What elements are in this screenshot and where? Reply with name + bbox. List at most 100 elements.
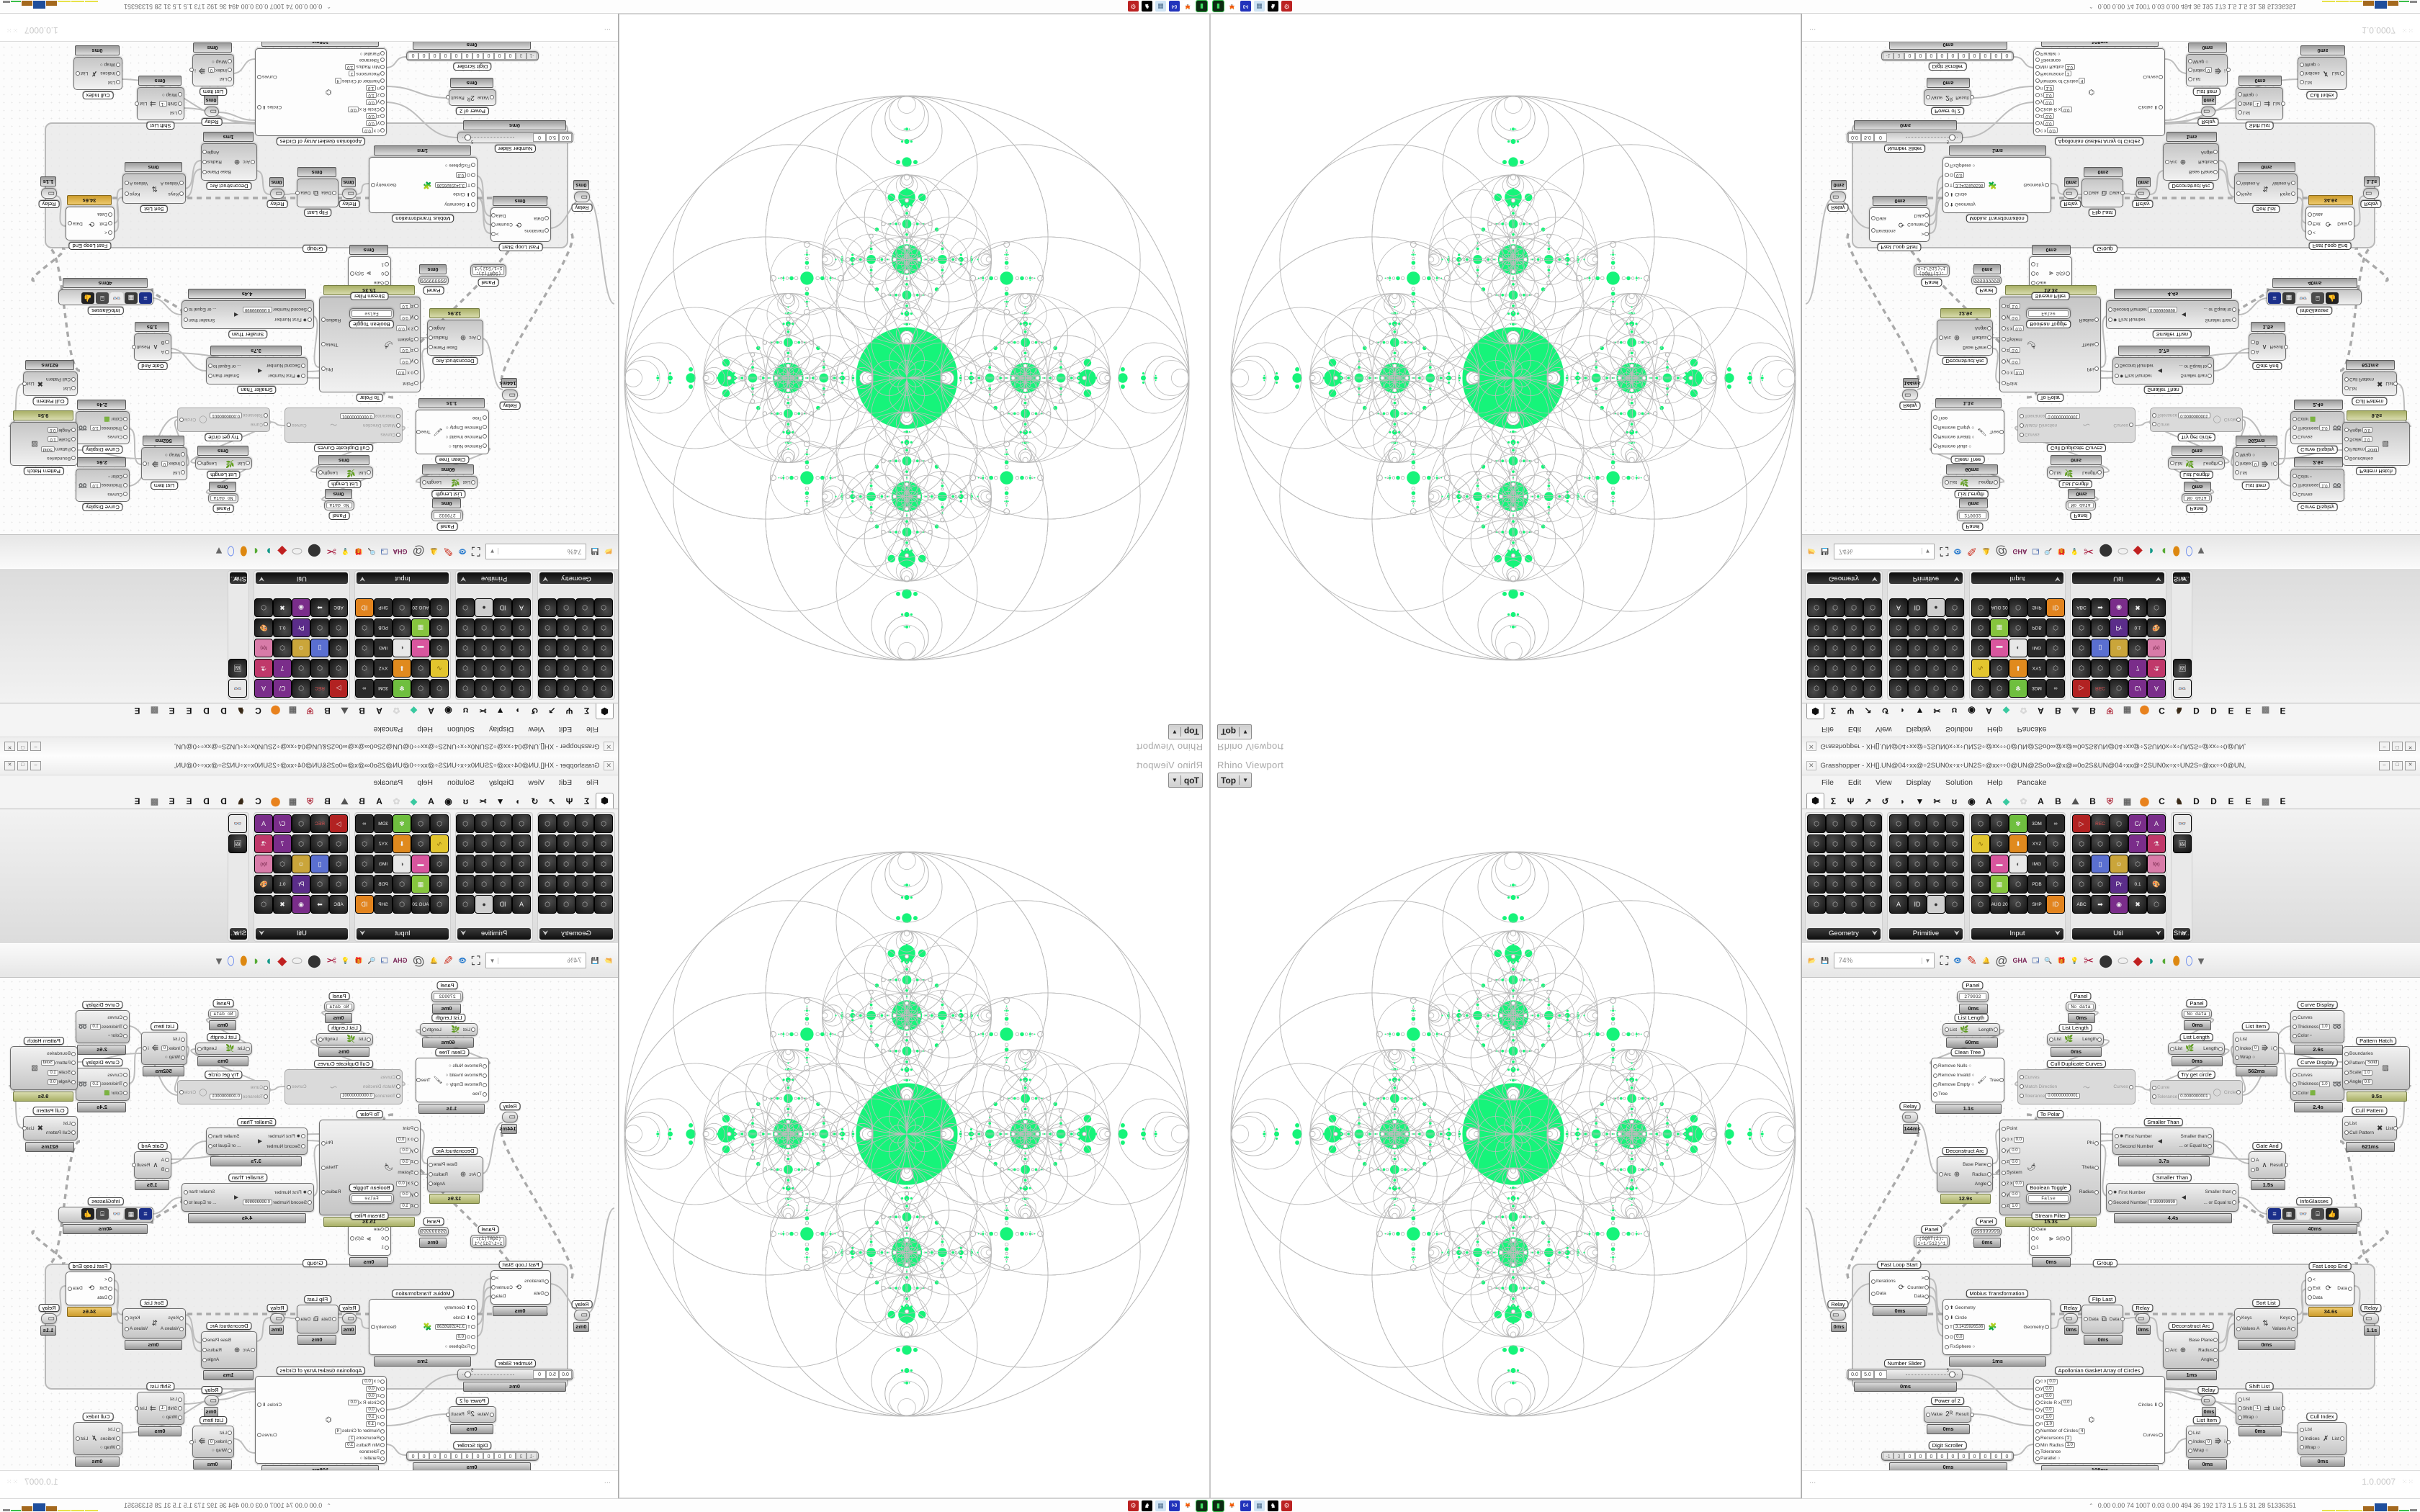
output-port[interactable] [135,1406,140,1410]
input-value[interactable]: 0.0 [2009,1192,2020,1198]
output-port[interactable] [208,1143,212,1148]
component-icon[interactable]: ◐ [393,855,411,873]
gh-canvas[interactable]: Group 279932 Panel 0ms List 🌿 Length List Lengt… [1802,978,2420,1470]
input-port[interactable] [2031,1236,2035,1241]
component-icon[interactable]: ⬡ [1908,834,1927,853]
component-icon[interactable]: ⬡ [557,814,575,833]
output-port[interactable] [189,1439,194,1444]
input-row[interactable]: Second Number 0.999999999 [242,1200,312,1206]
input-port[interactable] [2035,1443,2040,1448]
input-port[interactable] [2035,1428,2040,1434]
input-value[interactable]: 0.0 [366,1385,377,1392]
component-tab-18[interactable]: ▦ [288,796,297,806]
input-value[interactable]: 4 [334,1428,341,1434]
output-row[interactable]: Base Plane [202,1338,231,1343]
input-port[interactable] [477,1172,481,1176]
output-port[interactable] [202,1357,207,1362]
output-port[interactable] [2213,1348,2218,1352]
component-icon[interactable]: AUG 20 [411,895,430,914]
input-row[interactable]: 0 [374,1236,389,1241]
node-list-item[interactable]: List Index 0 Wrap ○ ⭆ i List Item 562ms [141,1022,187,1076]
component-icon[interactable]: REC [310,814,329,833]
input-port[interactable] [179,1326,184,1331]
toolbar-icon[interactable]: ⬯ [2185,953,2193,968]
node-list-length[interactable]: List 🌿 Length List Length 60ms [1942,1014,2000,1048]
input-port[interactable] [246,1046,250,1051]
input-port[interactable] [2002,1148,2006,1153]
infoglasses-icon[interactable]: 👍 [2326,1208,2339,1220]
node-fast-loop-start[interactable]: Iterations Data ⟳ > Counter Data Fast Loop Sta… [490,1261,551,1316]
panel-close-icon[interactable]: ✕ [604,760,614,770]
node-power-of-2[interactable]: Value 2ᴿ Result Power of 2 0ms [446,1397,496,1434]
node-flip-last[interactable]: Data ⧉ Data Flip Last 0ms [295,1295,339,1345]
input-value[interactable]: 0.0 [2043,1385,2054,1392]
input-value[interactable]: 0 [161,1045,169,1051]
output-row[interactable]: Smaller than [208,1134,241,1139]
input-row[interactable]: Wrap ○ [161,1055,185,1060]
node-relay[interactable]: ▭ Relay 0ms [2197,1386,2219,1417]
input-row[interactable]: Match Direction [2020,1084,2080,1089]
node-panel[interactable]: 999999999 Panel 0ms [1971,1218,2002,1248]
input-port[interactable] [228,1431,232,1436]
slider-handle[interactable] [465,1371,471,1378]
input-port[interactable] [2108,1200,2112,1205]
component-icon[interactable]: ⬡ [575,814,594,833]
input-port[interactable] [2293,1091,2297,1096]
infoglasses-icon[interactable]: ≡ [2268,1208,2281,1220]
node-cull-duplicate-curves[interactable]: Curves Match Direction Tolerance 0.00000000… [284,1060,403,1104]
input-port[interactable] [2188,1448,2192,1453]
maximize-button[interactable]: □ [17,760,28,770]
component-icon[interactable]: ⬡ [1927,855,1945,873]
output-port[interactable] [2393,1126,2398,1130]
menu-item-view[interactable]: View [1876,778,1892,787]
input-port[interactable] [490,1412,494,1417]
input-row[interactable]: Tolerance 0.00000000001 [340,1093,400,1099]
component-icon[interactable]: ⬡ [430,895,449,914]
input-row[interactable]: z 0.0 [2002,1158,2024,1165]
input-row[interactable]: ✹ First Number [243,1189,312,1195]
input-value[interactable]: 0.0 [396,1180,407,1187]
component-icon[interactable]: ⬡ [456,875,475,894]
input-row[interactable]: Boundaries [2344,1051,2379,1056]
input-port[interactable] [2152,1085,2156,1090]
input-row[interactable]: Tree [445,1092,487,1097]
resize-grip[interactable]: ⁙⁙ [6,1478,19,1485]
input-row[interactable]: ⬇ Circle [435,1315,475,1320]
component-icon[interactable]: ID [1908,895,1927,914]
component-icon[interactable]: ▦ [1990,875,2009,894]
input-row[interactable]: Curve [210,1085,268,1090]
component-icon[interactable]: ⬡ [1945,875,1964,894]
digit-cell[interactable]: 0 [494,1452,505,1459]
digit-cell[interactable]: -1 [1883,1452,1894,1459]
input-row[interactable]: 1 [2031,1245,2046,1250]
input-value[interactable]: 0.0 [455,1334,466,1341]
input-port[interactable] [2188,1439,2192,1444]
input-port[interactable] [108,1277,112,1282]
toolbar-icon[interactable]: 🔔 [1982,956,1991,964]
input-row[interactable]: List [463,1027,475,1032]
input-port[interactable] [228,1439,232,1444]
component-icon[interactable]: ⬡ [1807,814,1826,833]
node-panel[interactable]: 279932 Panel 0ms [431,981,463,1014]
input-port[interactable] [1933,1063,1937,1068]
node-panel[interactable]: No data Panel 0ms [2066,992,2096,1023]
input-value[interactable]: 1.0 [345,1442,356,1449]
input-row[interactable]: o x 0.0 [2002,1136,2025,1143]
component-icon[interactable]: ABC [329,895,348,914]
node-cull-index[interactable]: List Indices Wrap ○ ✗ List Cull Index 0ms [73,1413,122,1467]
input-value[interactable]: 1.0 [2009,1202,2020,1209]
component-icon[interactable]: ⬡ [1826,814,1845,833]
output-port[interactable] [318,1037,323,1042]
component-icon[interactable]: ⬡ [1826,895,1845,914]
input-port[interactable] [251,1348,255,1352]
input-row[interactable]: Arc [1939,1172,1951,1177]
input-port[interactable] [2002,1192,2006,1197]
input-row[interactable]: Remove Nulls ○ [1933,1063,1975,1068]
input-port[interactable] [471,1325,475,1330]
output-port[interactable] [2340,1436,2344,1441]
component-tab-20[interactable]: C [2159,796,2165,806]
output-port[interactable] [422,1027,426,1032]
digit-cell[interactable]: 0 [2002,1452,2012,1459]
component-icon[interactable]: ⬡ [2110,814,2128,833]
toolbar-icon[interactable]: ◖ [252,953,260,968]
